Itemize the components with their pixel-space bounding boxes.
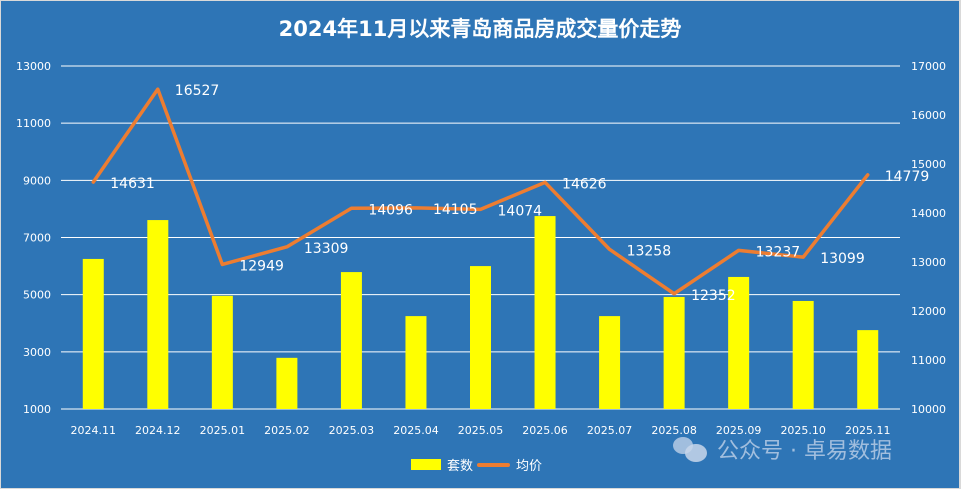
- x-axis-tick: 2024.12: [135, 424, 181, 437]
- right-y-axis: 10000 11000 12000 13000 14000 15000 16000 17000: [911, 60, 946, 416]
- right-axis-tick: 12000: [911, 305, 946, 318]
- bar[interactable]: [857, 330, 879, 409]
- left-axis-tick: 3000: [23, 346, 51, 359]
- bar-swatch-icon: [411, 459, 441, 470]
- line-data-label: 14105: [433, 202, 478, 218]
- x-axis-tick: 2025.06: [522, 424, 568, 437]
- line-data-label: 14779: [885, 169, 930, 185]
- x-axis-tick: 2025.02: [264, 424, 310, 437]
- bar[interactable]: [147, 220, 169, 409]
- right-axis-tick: 13000: [911, 256, 946, 269]
- x-axis-tick: 2025.08: [651, 424, 697, 437]
- legend-item-line[interactable]: 均价: [477, 455, 542, 474]
- x-axis-tick: 2024.11: [71, 424, 117, 437]
- right-axis-tick: 17000: [911, 60, 946, 73]
- left-axis-tick: 13000: [16, 60, 51, 73]
- watermark: 公众号 · 卓易数据: [673, 433, 892, 465]
- x-axis-tick: 2025.11: [845, 424, 891, 437]
- bar[interactable]: [534, 216, 556, 409]
- line-data-label: 14626: [562, 176, 607, 192]
- bar[interactable]: [792, 300, 814, 409]
- right-axis-tick: 15000: [911, 158, 946, 171]
- x-axis-tick: 2025.10: [780, 424, 826, 437]
- x-axis: 2024.11 2024.12 2025.01 2025.02 2025.03 2025.…: [71, 424, 891, 437]
- bar[interactable]: [470, 266, 491, 409]
- line-data-label: 13309: [304, 241, 349, 257]
- x-axis-tick: 2025.07: [587, 424, 633, 437]
- line-data-label: 13099: [820, 251, 865, 267]
- line-data-label: 16527: [175, 83, 220, 99]
- bar[interactable]: [405, 316, 427, 409]
- line-data-label: 12949: [239, 258, 284, 274]
- bar[interactable]: [82, 258, 104, 409]
- bar[interactable]: [599, 316, 621, 409]
- right-axis-tick: 16000: [911, 109, 946, 122]
- chart-title: 2024年11月以来青岛商品房成交量价走势: [278, 17, 682, 41]
- right-axis-tick: 10000: [911, 403, 946, 416]
- x-axis-tick: 2025.03: [329, 424, 375, 437]
- x-axis-tick: 2025.04: [393, 424, 439, 437]
- legend: 套数 均价: [411, 455, 546, 474]
- left-axis-tick: 11000: [16, 117, 51, 130]
- line-data-label: 14074: [498, 203, 543, 219]
- watermark-text: 公众号 · 卓易数据: [717, 439, 892, 464]
- right-axis-tick: 14000: [911, 207, 946, 220]
- bar[interactable]: [340, 272, 362, 409]
- left-axis-tick: 5000: [23, 289, 51, 302]
- bar[interactable]: [663, 296, 685, 409]
- line-series: [91, 87, 870, 296]
- line-data-label: 12352: [691, 288, 736, 304]
- line-data-label: 14096: [368, 202, 413, 218]
- line-data-label: 13237: [756, 244, 801, 260]
- right-axis-tick: 11000: [911, 354, 946, 367]
- x-axis-tick: 2025.01: [200, 424, 246, 437]
- line-data-label: 14631: [110, 176, 155, 192]
- bar-series: [82, 216, 879, 409]
- bar[interactable]: [211, 295, 233, 409]
- left-axis-tick: 1000: [23, 403, 51, 416]
- data-labels: 14631 16527 12949 13309 14096 14105 14074 14626…: [110, 83, 929, 304]
- x-axis-tick: 2025.05: [458, 424, 504, 437]
- x-axis-tick: 2025.09: [716, 424, 762, 437]
- left-y-axis: 1000 3000 5000 7000 9000 11000 13000: [16, 60, 51, 416]
- bar[interactable]: [276, 357, 298, 409]
- bar[interactable]: [728, 276, 750, 409]
- line-swatch-icon: [477, 462, 511, 467]
- legend-item-bar[interactable]: 套数: [411, 455, 473, 474]
- legend-line-label: 均价: [516, 459, 543, 474]
- price-line[interactable]: [91, 87, 870, 296]
- left-axis-tick: 7000: [23, 232, 51, 245]
- left-axis-tick: 9000: [23, 174, 51, 187]
- line-data-label: 13258: [627, 243, 672, 259]
- wechat-icon: [673, 435, 709, 463]
- legend-bar-label: 套数: [447, 459, 474, 474]
